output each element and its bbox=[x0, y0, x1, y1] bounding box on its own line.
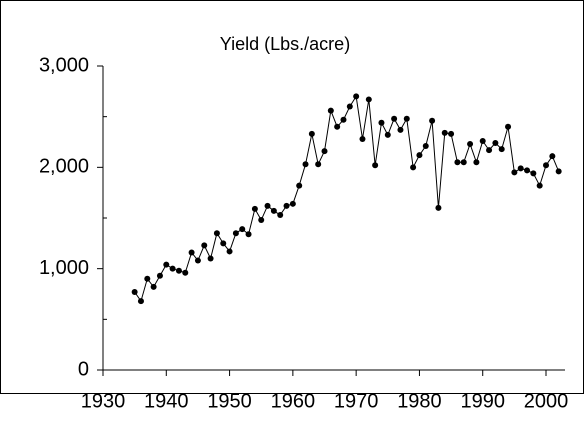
data-point bbox=[422, 143, 429, 150]
data-point bbox=[353, 93, 360, 100]
data-point bbox=[283, 202, 290, 209]
data-point bbox=[150, 283, 157, 290]
data-point bbox=[156, 272, 163, 279]
data-point bbox=[378, 119, 385, 126]
data-point bbox=[220, 240, 227, 247]
data-point bbox=[308, 130, 315, 137]
data-point bbox=[194, 257, 201, 264]
data-point bbox=[410, 164, 417, 171]
data-point bbox=[245, 231, 252, 238]
x-tick-label: 1960 bbox=[271, 390, 316, 412]
data-point bbox=[555, 168, 562, 175]
data-point bbox=[448, 130, 455, 137]
data-point bbox=[239, 226, 246, 233]
y-tick-label: 2,000 bbox=[39, 156, 89, 178]
chart-title: Yield (Lbs./acre) bbox=[220, 34, 350, 54]
data-point bbox=[346, 103, 353, 110]
data-point bbox=[530, 170, 537, 177]
data-point bbox=[207, 255, 214, 262]
data-point bbox=[467, 141, 474, 148]
data-point bbox=[182, 269, 189, 276]
data-point bbox=[188, 249, 195, 256]
data-point bbox=[226, 248, 233, 255]
data-point bbox=[403, 115, 410, 122]
data-point bbox=[277, 211, 284, 218]
data-point bbox=[517, 165, 524, 172]
y-tick-label: 3,000 bbox=[39, 54, 89, 76]
data-point bbox=[169, 265, 176, 272]
data-point bbox=[505, 123, 512, 130]
data-point bbox=[201, 242, 208, 249]
data-point bbox=[131, 288, 138, 295]
data-point bbox=[163, 261, 170, 268]
data-point bbox=[441, 129, 448, 136]
data-point bbox=[397, 126, 404, 133]
data-point bbox=[435, 204, 442, 211]
data-point bbox=[511, 169, 518, 176]
x-tick-label: 1950 bbox=[207, 390, 252, 412]
data-point bbox=[473, 159, 480, 166]
data-point bbox=[479, 137, 486, 144]
data-point bbox=[492, 140, 499, 147]
x-tick-label: 1990 bbox=[460, 390, 505, 412]
data-point bbox=[454, 159, 461, 166]
data-point bbox=[543, 162, 550, 169]
data-point bbox=[486, 147, 493, 154]
data-point bbox=[384, 131, 391, 138]
x-tick-label: 1940 bbox=[144, 390, 189, 412]
data-point bbox=[302, 161, 309, 168]
x-tick-label: 2000 bbox=[524, 390, 569, 412]
data-point bbox=[232, 230, 239, 237]
data-point bbox=[137, 298, 144, 305]
data-point bbox=[270, 207, 277, 214]
data-point bbox=[264, 202, 271, 209]
data-point bbox=[498, 146, 505, 153]
data-point bbox=[327, 107, 334, 114]
data-point bbox=[144, 275, 151, 282]
data-point bbox=[258, 217, 265, 224]
data-point bbox=[334, 123, 341, 130]
y-tick-label: 1,000 bbox=[39, 257, 89, 279]
data-point bbox=[391, 115, 398, 122]
data-point bbox=[321, 148, 328, 155]
y-tick-label: 0 bbox=[78, 358, 89, 380]
data-point bbox=[460, 159, 467, 166]
data-point bbox=[416, 152, 423, 159]
data-point bbox=[175, 267, 182, 274]
data-point bbox=[372, 162, 379, 169]
data-point bbox=[365, 96, 372, 103]
data-point bbox=[315, 161, 322, 168]
data-point bbox=[549, 153, 556, 160]
data-point bbox=[536, 182, 543, 189]
data-point bbox=[213, 230, 220, 237]
x-tick-label: 1930 bbox=[81, 390, 126, 412]
data-point bbox=[524, 167, 531, 174]
data-point bbox=[251, 205, 258, 212]
data-point bbox=[289, 200, 296, 207]
data-point bbox=[340, 116, 347, 123]
x-tick-label: 1980 bbox=[397, 390, 442, 412]
data-point bbox=[429, 117, 436, 124]
data-point bbox=[359, 135, 366, 142]
data-point bbox=[296, 182, 303, 189]
x-tick-label: 1970 bbox=[334, 390, 379, 412]
